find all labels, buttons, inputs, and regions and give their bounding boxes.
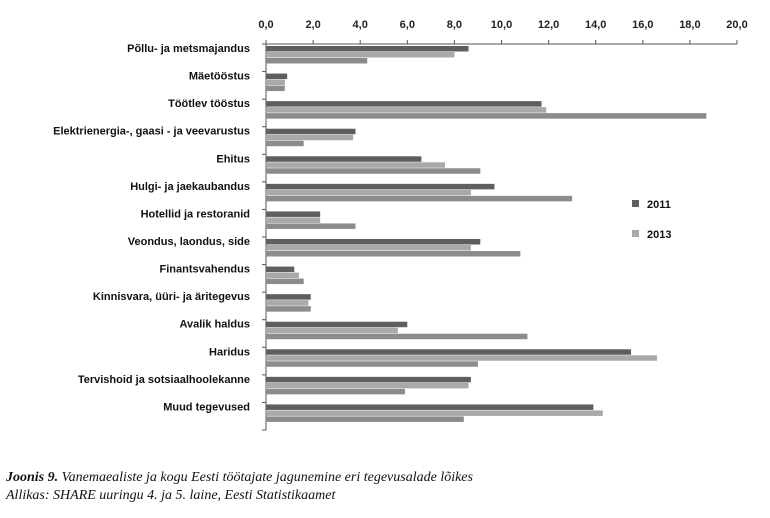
caption-label: Joonis 9. (6, 470, 59, 485)
bar-series-1 (266, 376, 471, 383)
bar-series-2 (266, 189, 471, 196)
x-tick-label: 6,0 (400, 19, 415, 31)
bar-series-3 (266, 361, 478, 367)
bar-series-1 (266, 404, 594, 410)
category-label: Kinnisvara, üüri- ja äritegevus (93, 291, 250, 303)
category-label: Haridus (209, 346, 250, 358)
legend-label: 2011 (647, 199, 671, 211)
category-label: Töötlev tööstus (168, 98, 250, 110)
category-label: Hotellid ja restoranid (141, 208, 250, 220)
bar-series-1 (266, 211, 321, 217)
category-label: Põllu- ja metsmajandus (127, 43, 250, 55)
bar-series-1 (266, 294, 311, 300)
bar-series-2 (266, 217, 321, 223)
legend: 2011 2013 (632, 199, 671, 241)
bar-series-2 (266, 162, 445, 168)
x-tick-label: 2,0 (305, 19, 320, 31)
bar-series-2 (266, 410, 603, 416)
category-labels: Põllu- ja metsmajandus Mäetööstus Töötlev … (53, 43, 266, 431)
bar-series-3 (266, 306, 311, 312)
bar-series-3 (266, 223, 356, 229)
bar-series-1 (266, 73, 288, 80)
caption-text: Vanemaealiste ja kogu Eesti töötajate ja… (58, 470, 473, 485)
figure-caption: Joonis 9. Vanemaealiste ja kogu Eesti tö… (6, 470, 473, 486)
x-tick-label: 8,0 (447, 19, 462, 31)
bar-series-3 (266, 388, 405, 395)
bar-series-3 (266, 333, 528, 340)
bar-series-1 (266, 128, 356, 135)
bar-series-3 (266, 278, 304, 285)
bar-series-3 (266, 113, 707, 119)
bar-series-3 (266, 416, 464, 422)
bar-series-2 (266, 355, 657, 361)
bar-series-1 (266, 239, 481, 245)
bar-series-2 (266, 245, 471, 251)
bar-series-3 (266, 58, 368, 64)
x-tick-label: 20,0 (726, 19, 747, 31)
x-axis-ticks: 0,0 2,0 4,0 6,0 8,0 10,0 12,0 14,0 16,0 18,0 20,0 (258, 19, 748, 44)
category-label: Muud tegevused (163, 401, 250, 413)
bar-series-3 (266, 195, 573, 202)
category-label: Finantsvahendus (160, 264, 250, 276)
x-tick-label: 10,0 (491, 19, 512, 31)
bars (266, 46, 707, 422)
bar-series-3 (266, 140, 304, 147)
category-label: Hulgi- ja jaekaubandus (130, 181, 250, 193)
bar-series-2 (266, 52, 455, 58)
bar-series-1 (266, 183, 495, 190)
bar-series-1 (266, 349, 632, 355)
x-tick-label: 4,0 (353, 19, 368, 31)
bar-series-2 (266, 107, 547, 113)
x-tick-label: 14,0 (585, 19, 606, 31)
x-tick-label: 12,0 (538, 19, 559, 31)
category-label: Tervishoid ja sotsiaalhoolekanne (78, 374, 250, 386)
bar-series-2 (266, 79, 285, 86)
category-label: Ehitus (216, 153, 250, 165)
bar-chart: 0,0 2,0 4,0 6,0 8,0 10,0 12,0 14,0 16,0 18,0 20,0 … (53, 19, 748, 431)
bar-series-2 (266, 300, 309, 306)
category-label: Mäetööstus (189, 71, 250, 83)
bar-series-3 (266, 168, 481, 174)
bar-series-1 (266, 46, 469, 52)
legend-swatch (632, 200, 639, 207)
bar-series-1 (266, 156, 422, 162)
bar-series-1 (266, 266, 295, 273)
bar-series-1 (266, 101, 542, 107)
bar-series-1 (266, 321, 408, 328)
bar-series-2 (266, 272, 299, 279)
x-tick-label: 16,0 (632, 19, 653, 31)
bar-series-3 (266, 251, 521, 257)
bar-series-2 (266, 382, 469, 389)
bar-series-2 (266, 327, 398, 334)
figure-source: Allikas: SHARE uuringu 4. ja 5. laine, E… (6, 488, 336, 503)
category-label: Elektrienergia-, gaasi - ja veevarustus (53, 126, 250, 138)
legend-label: 2013 (647, 229, 671, 241)
category-label: Veondus, laondus, side (128, 236, 250, 248)
category-label: Avalik haldus (179, 319, 250, 331)
x-tick-label: 0,0 (258, 19, 273, 31)
bar-series-3 (266, 85, 285, 92)
x-tick-label: 18,0 (679, 19, 700, 31)
bar-series-2 (266, 134, 354, 141)
legend-swatch (632, 230, 639, 237)
